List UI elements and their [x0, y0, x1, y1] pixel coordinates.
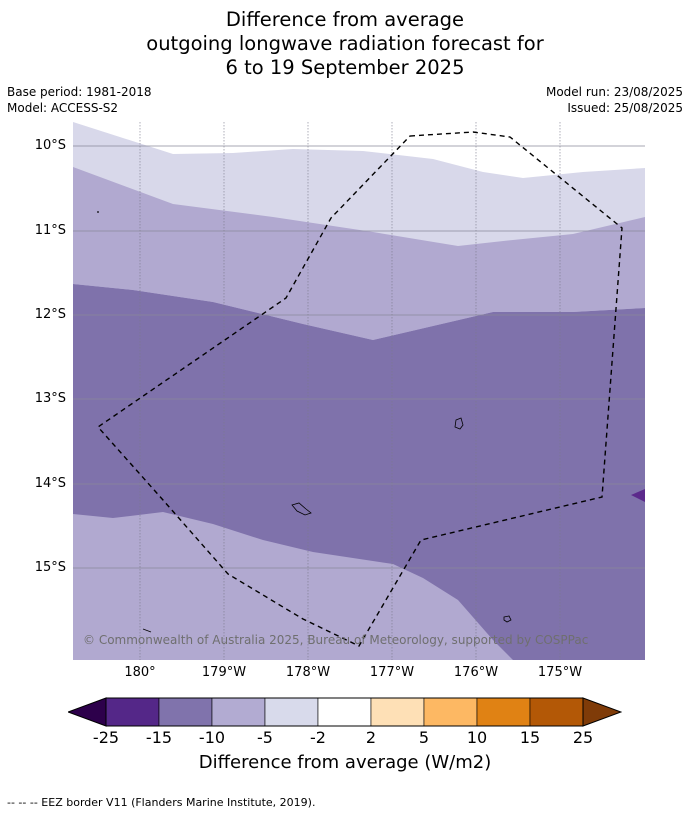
- colorbar-tick-label: -2: [310, 728, 326, 747]
- island-dot: [97, 211, 99, 213]
- lon-label-176w: 176°W: [453, 665, 499, 680]
- title-line-1: Difference from average: [225, 8, 465, 31]
- colorbar-tick-label: 2: [365, 728, 377, 747]
- colorbar-tick-label: 25: [572, 728, 594, 747]
- parallels: [73, 145, 645, 569]
- lon-label-179w: 179°W: [201, 665, 247, 680]
- meta-right: Model run: 23/08/2025 Issued: 25/08/2025: [546, 84, 683, 116]
- colorbar-segment: [317, 697, 372, 727]
- meta-left: Base period: 1981-2018 Model: ACCESS-S2: [7, 84, 152, 116]
- lat-label-14s: 14°S: [34, 476, 66, 491]
- lat-label-13s: 13°S: [34, 391, 66, 406]
- lon-label-180: 180°: [124, 665, 156, 680]
- model-run: Model run: 23/08/2025: [545, 85, 683, 99]
- colorbar-tick-label: 15: [519, 728, 541, 747]
- colorbar-segment: [423, 697, 478, 727]
- colorbar-segment: [211, 697, 266, 727]
- colorbar-segments: [68, 697, 622, 727]
- island-outline-4: [142, 628, 152, 633]
- title-line-3: 6 to 19 September 2025: [225, 56, 465, 79]
- colorbar: [68, 697, 622, 727]
- colorbar-segment: [476, 697, 531, 727]
- lat-label-10s: 10°S: [34, 138, 66, 153]
- base-period: Base period: 1981-2018: [7, 85, 152, 99]
- colorbar-label: Difference from average (W/m2): [198, 752, 492, 773]
- colorbar-segment: [105, 697, 160, 727]
- lon-label-175w: 175°W: [537, 665, 583, 680]
- map-panel: [73, 122, 645, 660]
- band-minus10-north: [73, 167, 645, 340]
- issued-date: Issued: 25/08/2025: [567, 101, 683, 115]
- colorbar-segment: [370, 697, 425, 727]
- eez-border: [96, 131, 623, 647]
- lon-label-177w: 177°W: [369, 665, 415, 680]
- island-outline-3: [503, 615, 512, 623]
- title-line-2: outgoing longwave radiation forecast for: [146, 32, 544, 55]
- eez-legend-note: -- -- -- EEZ border V11 (Flanders Marine…: [7, 796, 316, 809]
- colorbar-tick-label: -10: [198, 728, 226, 747]
- colorbar-tick-label: 5: [418, 728, 430, 747]
- colorbar-tick-label: -5: [257, 728, 273, 747]
- lat-label-15s: 15°S: [34, 560, 66, 575]
- model-name: Model: ACCESS-S2: [7, 101, 119, 115]
- lon-label-178w: 178°W: [285, 665, 331, 680]
- lat-label-12s: 12°S: [34, 307, 66, 322]
- colorbar-segment: [158, 697, 213, 727]
- map-svg: [73, 122, 645, 660]
- island-outline-2: [291, 502, 312, 516]
- meridians: [139, 122, 561, 660]
- band-minus25-patch: [631, 489, 645, 502]
- colorbar-tick-label: -15: [145, 728, 173, 747]
- copyright-notice: © Commonwealth of Australia 2025, Bureau…: [83, 633, 589, 647]
- island-outline: [454, 417, 464, 430]
- chart-title: Difference from average outgoing longwav…: [0, 8, 690, 80]
- colorbar-tick-label: -25: [92, 728, 120, 747]
- colorbar-segment: [529, 697, 584, 727]
- colorbar-frame: [105, 697, 584, 727]
- band-minus10-southwest: [73, 512, 513, 660]
- colorbar-segment: [264, 697, 319, 727]
- colorbar-extend-low: [68, 697, 107, 727]
- colorbar-extend-high: [582, 697, 622, 727]
- colorbar-tick-label: 10: [466, 728, 488, 747]
- lat-label-11s: 11°S: [34, 223, 66, 238]
